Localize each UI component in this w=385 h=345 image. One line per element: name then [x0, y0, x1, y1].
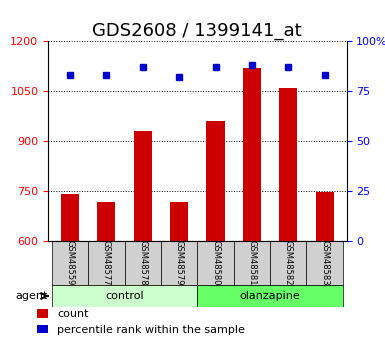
Text: GSM48583: GSM48583 [320, 240, 329, 286]
Text: control: control [105, 291, 144, 301]
Bar [97, 203, 116, 241]
Text: GSM48578: GSM48578 [138, 240, 147, 286]
Bar [279, 88, 297, 241]
Bar [134, 131, 152, 241]
FancyBboxPatch shape [270, 241, 306, 285]
Text: GSM48582: GSM48582 [284, 240, 293, 286]
Text: GSM48581: GSM48581 [248, 240, 256, 286]
FancyBboxPatch shape [161, 241, 198, 285]
Text: GSM48559: GSM48559 [65, 240, 74, 285]
Text: olanzapine: olanzapine [240, 291, 300, 301]
FancyBboxPatch shape [198, 285, 343, 307]
Bar [316, 193, 334, 241]
Bar [206, 121, 224, 241]
FancyBboxPatch shape [88, 241, 124, 285]
Text: agent: agent [16, 291, 48, 301]
Title: GDS2608 / 1399141_at: GDS2608 / 1399141_at [92, 22, 302, 40]
FancyBboxPatch shape [306, 241, 343, 285]
FancyBboxPatch shape [234, 241, 270, 285]
FancyBboxPatch shape [198, 241, 234, 285]
Legend: count, percentile rank within the sample: count, percentile rank within the sample [32, 305, 249, 339]
FancyBboxPatch shape [52, 241, 88, 285]
FancyBboxPatch shape [124, 241, 161, 285]
Bar [243, 68, 261, 241]
Text: GSM48577: GSM48577 [102, 240, 111, 286]
Bar [170, 203, 188, 241]
Bar [61, 194, 79, 241]
Text: GSM48580: GSM48580 [211, 240, 220, 286]
FancyBboxPatch shape [52, 285, 198, 307]
Text: GSM48579: GSM48579 [175, 240, 184, 286]
